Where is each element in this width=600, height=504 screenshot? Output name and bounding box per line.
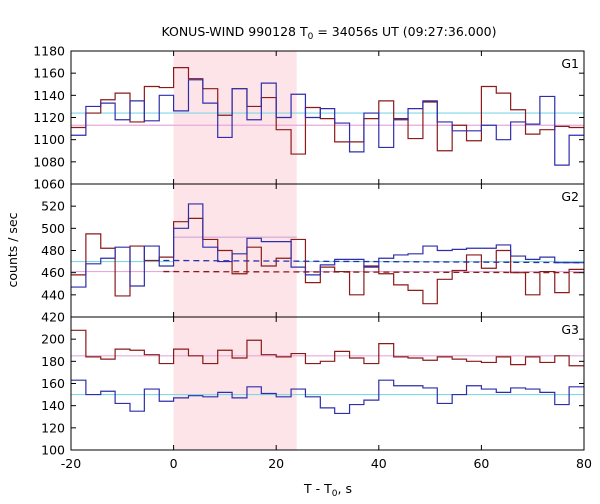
y-tick-label: 140 <box>41 398 65 413</box>
dashed-background-g2-1 <box>163 270 585 274</box>
series-step-g3-blue <box>71 379 584 415</box>
panel-label: G2 <box>561 189 579 204</box>
burst-interval-highlight <box>173 51 297 450</box>
y-tick-label: 440 <box>41 287 65 302</box>
chart-title: KONUS-WIND 990128 T0 = 34056s UT (09:27:… <box>161 24 496 42</box>
plot-area: 1060108011001120114011601180G14204404604… <box>33 44 592 472</box>
y-tick-label: 120 <box>41 420 65 435</box>
x-tick-label: 40 <box>371 456 387 471</box>
x-tick-label: 20 <box>268 456 284 471</box>
x-tick-label: 60 <box>473 456 489 471</box>
y-tick-label: 480 <box>41 243 65 258</box>
y-tick-label: 180 <box>41 354 65 369</box>
y-tick-label: 100 <box>41 443 65 458</box>
panel-g3: 100 120 140 160 180 200 G3 <box>41 316 585 458</box>
y-tick-label: 420 <box>41 310 65 325</box>
y-tick-label: 1180 <box>33 44 65 59</box>
series-step-g1-red <box>71 67 584 155</box>
series-step-g1-blue <box>71 79 584 166</box>
series-step-g2-blue <box>71 203 584 288</box>
y-tick-label: 1140 <box>33 88 65 103</box>
panel-frame-g1 <box>70 50 585 185</box>
y-tick-label: 520 <box>41 199 65 214</box>
y-tick-label: 460 <box>41 265 65 280</box>
panel-g1: 1060 1080 1100 1120 1140 1160 1180 G1 <box>33 44 585 192</box>
x-tick-label: 0 <box>170 456 178 471</box>
y-tick-label: 500 <box>41 221 65 236</box>
panel-g2: 420 440 460 480 500 520 G2 <box>41 183 585 325</box>
dashed-background-g2-0 <box>163 259 585 264</box>
panel-frame-g3 <box>70 316 585 451</box>
y-tick-label: 1100 <box>33 132 65 147</box>
panel-label: G3 <box>561 322 579 337</box>
y-tick-label: 1080 <box>33 154 65 169</box>
x-axis-label: T - T0, s <box>303 481 352 499</box>
series-step-g3-red <box>71 329 584 367</box>
y-tick-label: 1160 <box>33 66 65 81</box>
x-tick-label: 80 <box>576 456 592 471</box>
y-tick-label: 200 <box>41 332 65 347</box>
y-tick-label: 1120 <box>33 110 65 125</box>
y-tick-label: 1060 <box>33 177 65 192</box>
panel-label: G1 <box>561 56 579 71</box>
y-axis-label: counts / sec <box>5 212 20 287</box>
x-tick-label: -20 <box>61 456 81 471</box>
y-tick-label: 160 <box>41 376 65 391</box>
